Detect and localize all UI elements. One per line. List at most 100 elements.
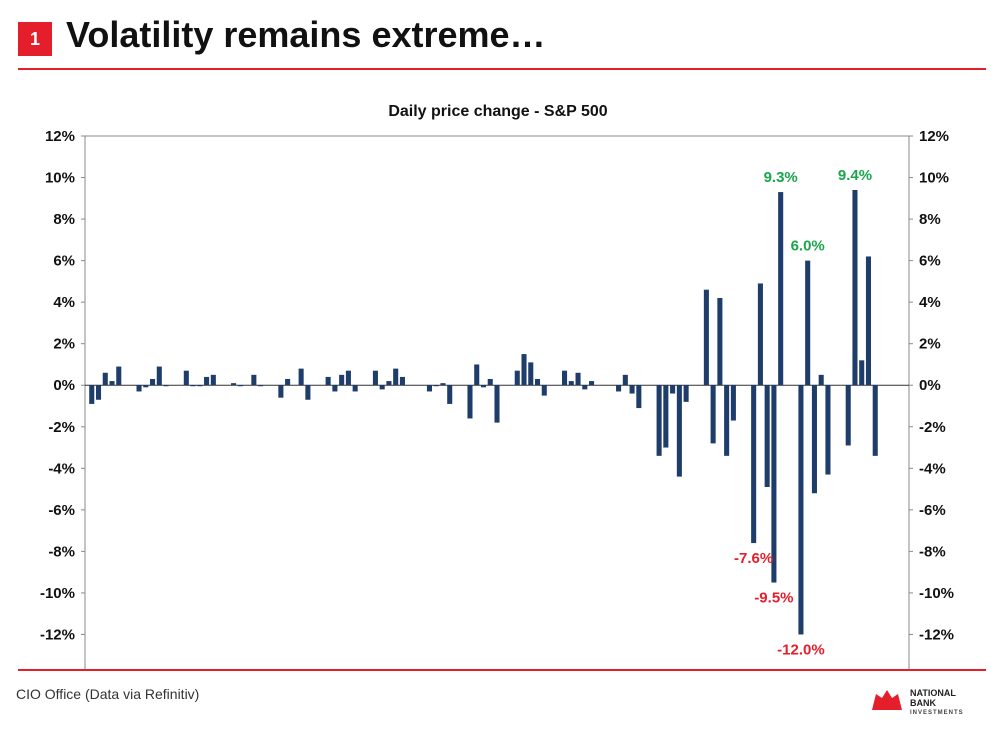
chart-title: Daily price change - S&P 500 — [388, 103, 607, 120]
y-tick-label-left: -2% — [48, 419, 75, 436]
bank-logo-icon — [872, 690, 902, 710]
bar — [352, 385, 358, 392]
bar — [663, 385, 669, 448]
y-tick-label-right: -8% — [919, 543, 946, 560]
y-tick-label-right: -4% — [919, 460, 946, 477]
y-tick-label-right: 10% — [919, 170, 949, 187]
bar — [676, 385, 682, 477]
y-tick-label-right: -2% — [919, 419, 946, 436]
bar — [656, 385, 662, 456]
bar — [724, 385, 730, 456]
y-tick-label-left: 6% — [53, 253, 75, 270]
slide-number-badge: 1 — [18, 22, 52, 56]
logo-line-2: BANK — [910, 698, 936, 708]
bar — [372, 370, 378, 386]
bar — [771, 385, 777, 583]
bar — [258, 385, 264, 387]
bar — [562, 370, 568, 386]
bar — [852, 190, 858, 386]
bar — [433, 385, 439, 387]
bar-series — [89, 190, 878, 635]
data-label: 9.4% — [838, 167, 872, 184]
data-label: 9.3% — [764, 169, 798, 186]
bar — [568, 381, 574, 386]
bar — [143, 385, 149, 388]
bar — [636, 385, 642, 409]
y-tick-label-right: -12% — [919, 626, 954, 643]
y-tick-label-right: -6% — [919, 502, 946, 519]
bar — [764, 385, 770, 487]
bar — [345, 370, 351, 386]
bar-chart: Daily price change - S&P 500 -14%-12%-10… — [40, 103, 954, 670]
slide-title: Volatility remains extreme… — [66, 14, 546, 55]
bar — [778, 192, 784, 386]
y-tick-label-right: -10% — [919, 585, 954, 602]
bar — [298, 368, 304, 386]
bar — [865, 256, 872, 386]
bar — [582, 385, 588, 390]
slide-header: 1 Volatility remains extreme… — [0, 0, 1000, 80]
y-tick-label-right: 8% — [919, 211, 941, 228]
bar — [210, 374, 216, 386]
bar — [278, 385, 284, 398]
bar — [136, 385, 142, 392]
footer-divider — [18, 669, 986, 671]
bar — [251, 374, 257, 386]
y-tick-label-right: 2% — [919, 336, 941, 353]
bar — [710, 385, 716, 444]
y-tick-label-right: 0% — [919, 377, 941, 394]
y-tick-label-right: 12% — [919, 128, 949, 145]
y-tick-label-left: 0% — [53, 377, 75, 394]
y-tick-label-left: 2% — [53, 336, 75, 353]
bar — [150, 379, 156, 386]
bar — [379, 385, 385, 390]
y-tick-label-left: -4% — [48, 460, 75, 477]
bar — [386, 381, 392, 386]
bar — [872, 385, 878, 456]
bar — [95, 385, 102, 400]
bar — [811, 385, 817, 494]
bar — [109, 381, 115, 386]
y-axis-right: -14%-12%-10%-8%-6%-4%-2%0%2%4%6%8%10%12% — [909, 128, 954, 670]
y-tick-label-left: -12% — [40, 626, 75, 643]
y-tick-label-left: 8% — [53, 211, 75, 228]
y-tick-label-left: -6% — [48, 502, 75, 519]
bar — [474, 364, 480, 386]
bar — [197, 385, 203, 387]
bar — [393, 368, 399, 386]
bar — [440, 383, 446, 386]
y-tick-label-right: 6% — [919, 253, 941, 270]
bar — [670, 385, 676, 394]
y-tick-label-left: 4% — [53, 294, 75, 311]
data-label: 6.0% — [791, 238, 825, 255]
header-divider — [18, 68, 986, 70]
bar — [575, 372, 581, 386]
bar — [622, 374, 628, 386]
data-labels: 9.3% 9.4% 6.0% -7.6% -9.5% -12.0% — [734, 167, 872, 658]
bar — [521, 354, 527, 386]
bar — [703, 289, 709, 386]
bar — [237, 385, 243, 387]
data-label: -7.6% — [734, 550, 773, 567]
bar — [102, 372, 108, 386]
bar — [798, 385, 804, 635]
bar — [285, 379, 291, 386]
national-bank-logo: NATIONAL BANK INVESTMENTS — [870, 686, 990, 726]
y-tick-label-left: 10% — [45, 170, 75, 187]
bar — [116, 366, 122, 386]
bar — [163, 385, 169, 387]
bar — [751, 385, 757, 544]
bar — [204, 376, 210, 386]
bar — [730, 385, 736, 421]
plot-area — [84, 135, 910, 670]
y-tick-label-left: -8% — [48, 543, 75, 560]
bar — [332, 385, 338, 392]
bar — [183, 370, 189, 386]
bar — [534, 379, 541, 386]
bar — [818, 374, 824, 386]
bar — [467, 385, 473, 419]
bar — [426, 385, 432, 392]
logo-line-3: INVESTMENTS — [910, 710, 964, 716]
bar — [487, 379, 493, 386]
bar — [629, 385, 635, 394]
